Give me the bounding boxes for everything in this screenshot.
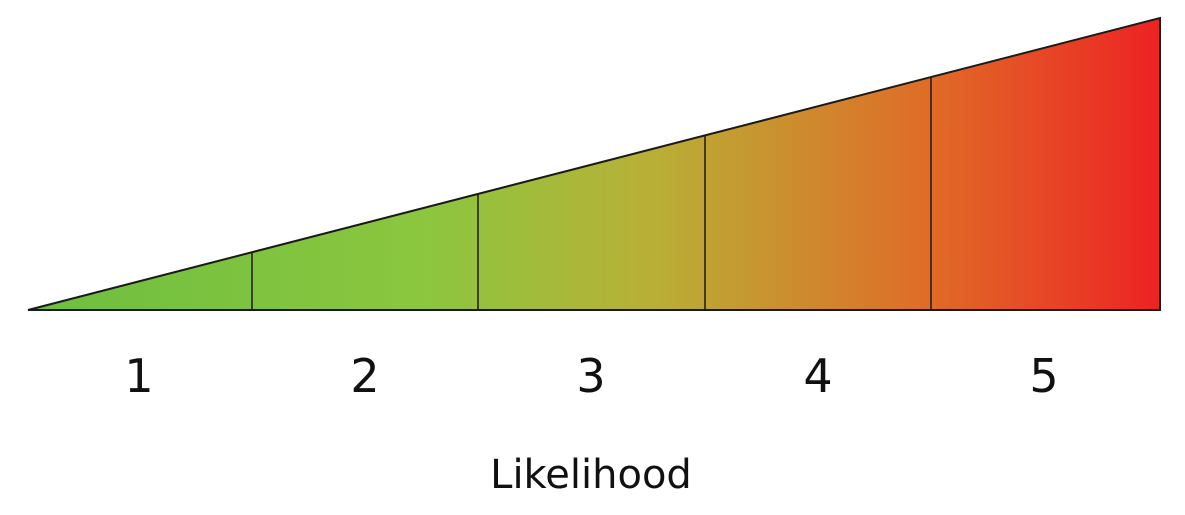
level-label-4: 4 [803,349,832,403]
level-label-5: 5 [1029,349,1058,403]
level-label-2: 2 [350,349,379,403]
axis-title: Likelihood [490,452,692,498]
likelihood-wedge [27,16,1161,311]
level-label-3: 3 [576,349,605,403]
level-labels: 1 2 3 4 5 [124,349,1058,403]
segment-dividers [251,77,932,310]
level-label-1: 1 [124,349,153,403]
